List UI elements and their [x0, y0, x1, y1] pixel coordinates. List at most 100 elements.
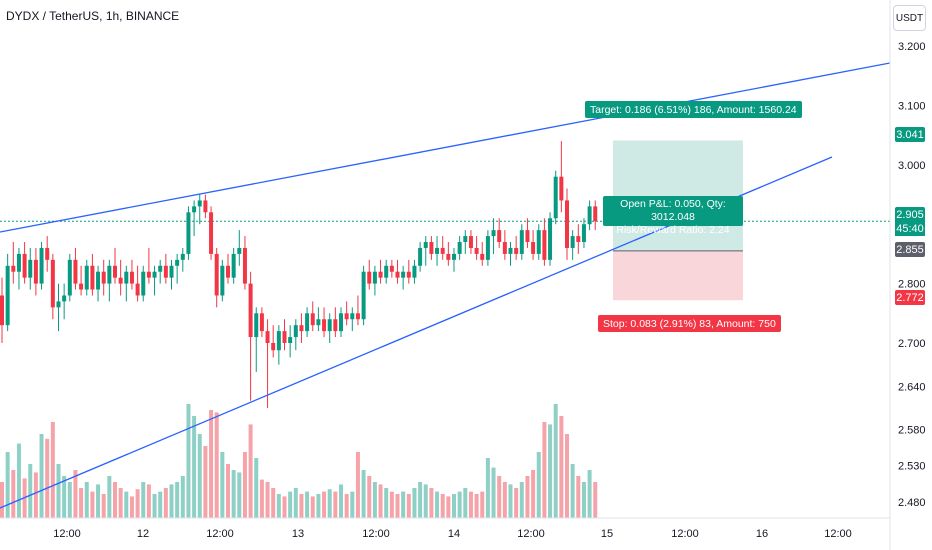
candle[interactable]	[327, 313, 332, 343]
candle[interactable]	[248, 271, 253, 401]
candle[interactable]	[62, 283, 67, 320]
candle[interactable]	[214, 247, 219, 308]
candle[interactable]	[531, 230, 536, 260]
candle[interactable]	[293, 319, 298, 351]
candle[interactable]	[457, 236, 462, 260]
upper-wedge-line[interactable]	[0, 62, 891, 233]
candle[interactable]	[542, 218, 547, 266]
candle[interactable]	[395, 259, 400, 284]
target-zone[interactable]	[613, 140, 743, 251]
candle[interactable]	[56, 283, 61, 332]
candle[interactable]	[480, 242, 485, 266]
candle[interactable]	[412, 259, 417, 284]
candle[interactable]	[553, 170, 558, 225]
candle[interactable]	[322, 307, 327, 338]
candle[interactable]	[45, 236, 50, 272]
candle[interactable]	[242, 236, 247, 290]
candle[interactable]	[401, 265, 406, 290]
candle[interactable]	[124, 265, 129, 302]
candle[interactable]	[305, 307, 310, 338]
candle[interactable]	[96, 265, 101, 302]
candle[interactable]	[429, 236, 434, 260]
candle[interactable]	[497, 218, 502, 248]
candle[interactable]	[536, 224, 541, 260]
candle[interactable]	[333, 307, 338, 338]
candle[interactable]	[452, 247, 456, 272]
candle[interactable]	[146, 247, 151, 284]
candle[interactable]	[22, 242, 27, 284]
candle[interactable]	[485, 230, 490, 266]
candle[interactable]	[446, 242, 451, 266]
candle[interactable]	[474, 236, 479, 260]
candle[interactable]	[406, 259, 411, 284]
candle[interactable]	[197, 194, 202, 225]
candle[interactable]	[514, 236, 519, 260]
candle[interactable]	[16, 247, 21, 290]
candle[interactable]	[84, 259, 89, 296]
candle[interactable]	[463, 230, 468, 254]
candle[interactable]	[491, 218, 496, 254]
candle[interactable]	[350, 307, 355, 332]
candle[interactable]	[587, 200, 592, 231]
candle[interactable]	[135, 265, 140, 302]
candle[interactable]	[265, 319, 270, 408]
candle[interactable]	[237, 230, 242, 266]
candle[interactable]	[118, 259, 123, 296]
candle[interactable]	[282, 319, 287, 351]
candle[interactable]	[548, 212, 553, 266]
candle[interactable]	[378, 259, 383, 284]
target-label[interactable]: Target: 0.186 (6.51%) 186, Amount: 1560.…	[585, 101, 802, 118]
candle[interactable]	[67, 253, 72, 302]
candle[interactable]	[11, 242, 16, 284]
candle[interactable]	[339, 307, 343, 338]
candle[interactable]	[355, 295, 360, 326]
candle[interactable]	[525, 218, 530, 248]
candle[interactable]	[90, 253, 95, 296]
candle[interactable]	[28, 247, 33, 290]
candle[interactable]	[79, 265, 84, 296]
candle[interactable]	[175, 253, 180, 284]
candle[interactable]	[593, 200, 598, 231]
candle[interactable]	[129, 259, 134, 290]
candle[interactable]	[163, 253, 168, 284]
candle[interactable]	[468, 230, 473, 254]
price-axis[interactable]: 3.2003.1003.0002.9002.8002.7002.6402.580…	[898, 41, 926, 509]
open-pnl-label[interactable]: Open P&L: 0.050, Qty: 3012.048 Risk/Rewa…	[603, 196, 743, 236]
candle[interactable]	[440, 236, 445, 260]
candle[interactable]	[361, 265, 366, 326]
candle[interactable]	[367, 259, 372, 290]
candle[interactable]	[107, 259, 112, 302]
candle[interactable]	[384, 259, 389, 284]
candle[interactable]	[502, 230, 507, 260]
candle[interactable]	[418, 242, 423, 272]
candle[interactable]	[435, 236, 440, 266]
candle[interactable]	[39, 242, 44, 290]
candle[interactable]	[423, 236, 428, 266]
candle[interactable]	[169, 259, 174, 290]
candle[interactable]	[344, 301, 349, 326]
candle[interactable]	[73, 247, 78, 290]
candle[interactable]	[259, 307, 264, 338]
candle[interactable]	[152, 265, 157, 296]
candle[interactable]	[141, 265, 146, 302]
candle[interactable]	[226, 253, 230, 284]
candle[interactable]	[581, 218, 586, 248]
candle[interactable]	[209, 206, 214, 260]
candle[interactable]	[180, 247, 185, 272]
candle[interactable]	[316, 307, 321, 332]
time-axis[interactable]: 12:00 12 12:00 13 12:00 14 12:00 15 12:00 16 12:00	[53, 528, 852, 540]
stop-zone[interactable]	[613, 250, 743, 301]
candle[interactable]	[0, 277, 4, 343]
candle[interactable]	[372, 265, 377, 296]
candle[interactable]	[559, 141, 564, 213]
candle[interactable]	[113, 247, 117, 284]
candle[interactable]	[570, 230, 575, 260]
stop-label[interactable]: Stop: 0.083 (2.91%) 83, Amount: 750	[598, 315, 781, 332]
candle[interactable]	[254, 307, 259, 372]
candle[interactable]	[519, 224, 524, 260]
candle[interactable]	[288, 325, 293, 358]
candle[interactable]	[276, 325, 281, 365]
candle[interactable]	[186, 206, 191, 260]
candle[interactable]	[231, 247, 236, 284]
